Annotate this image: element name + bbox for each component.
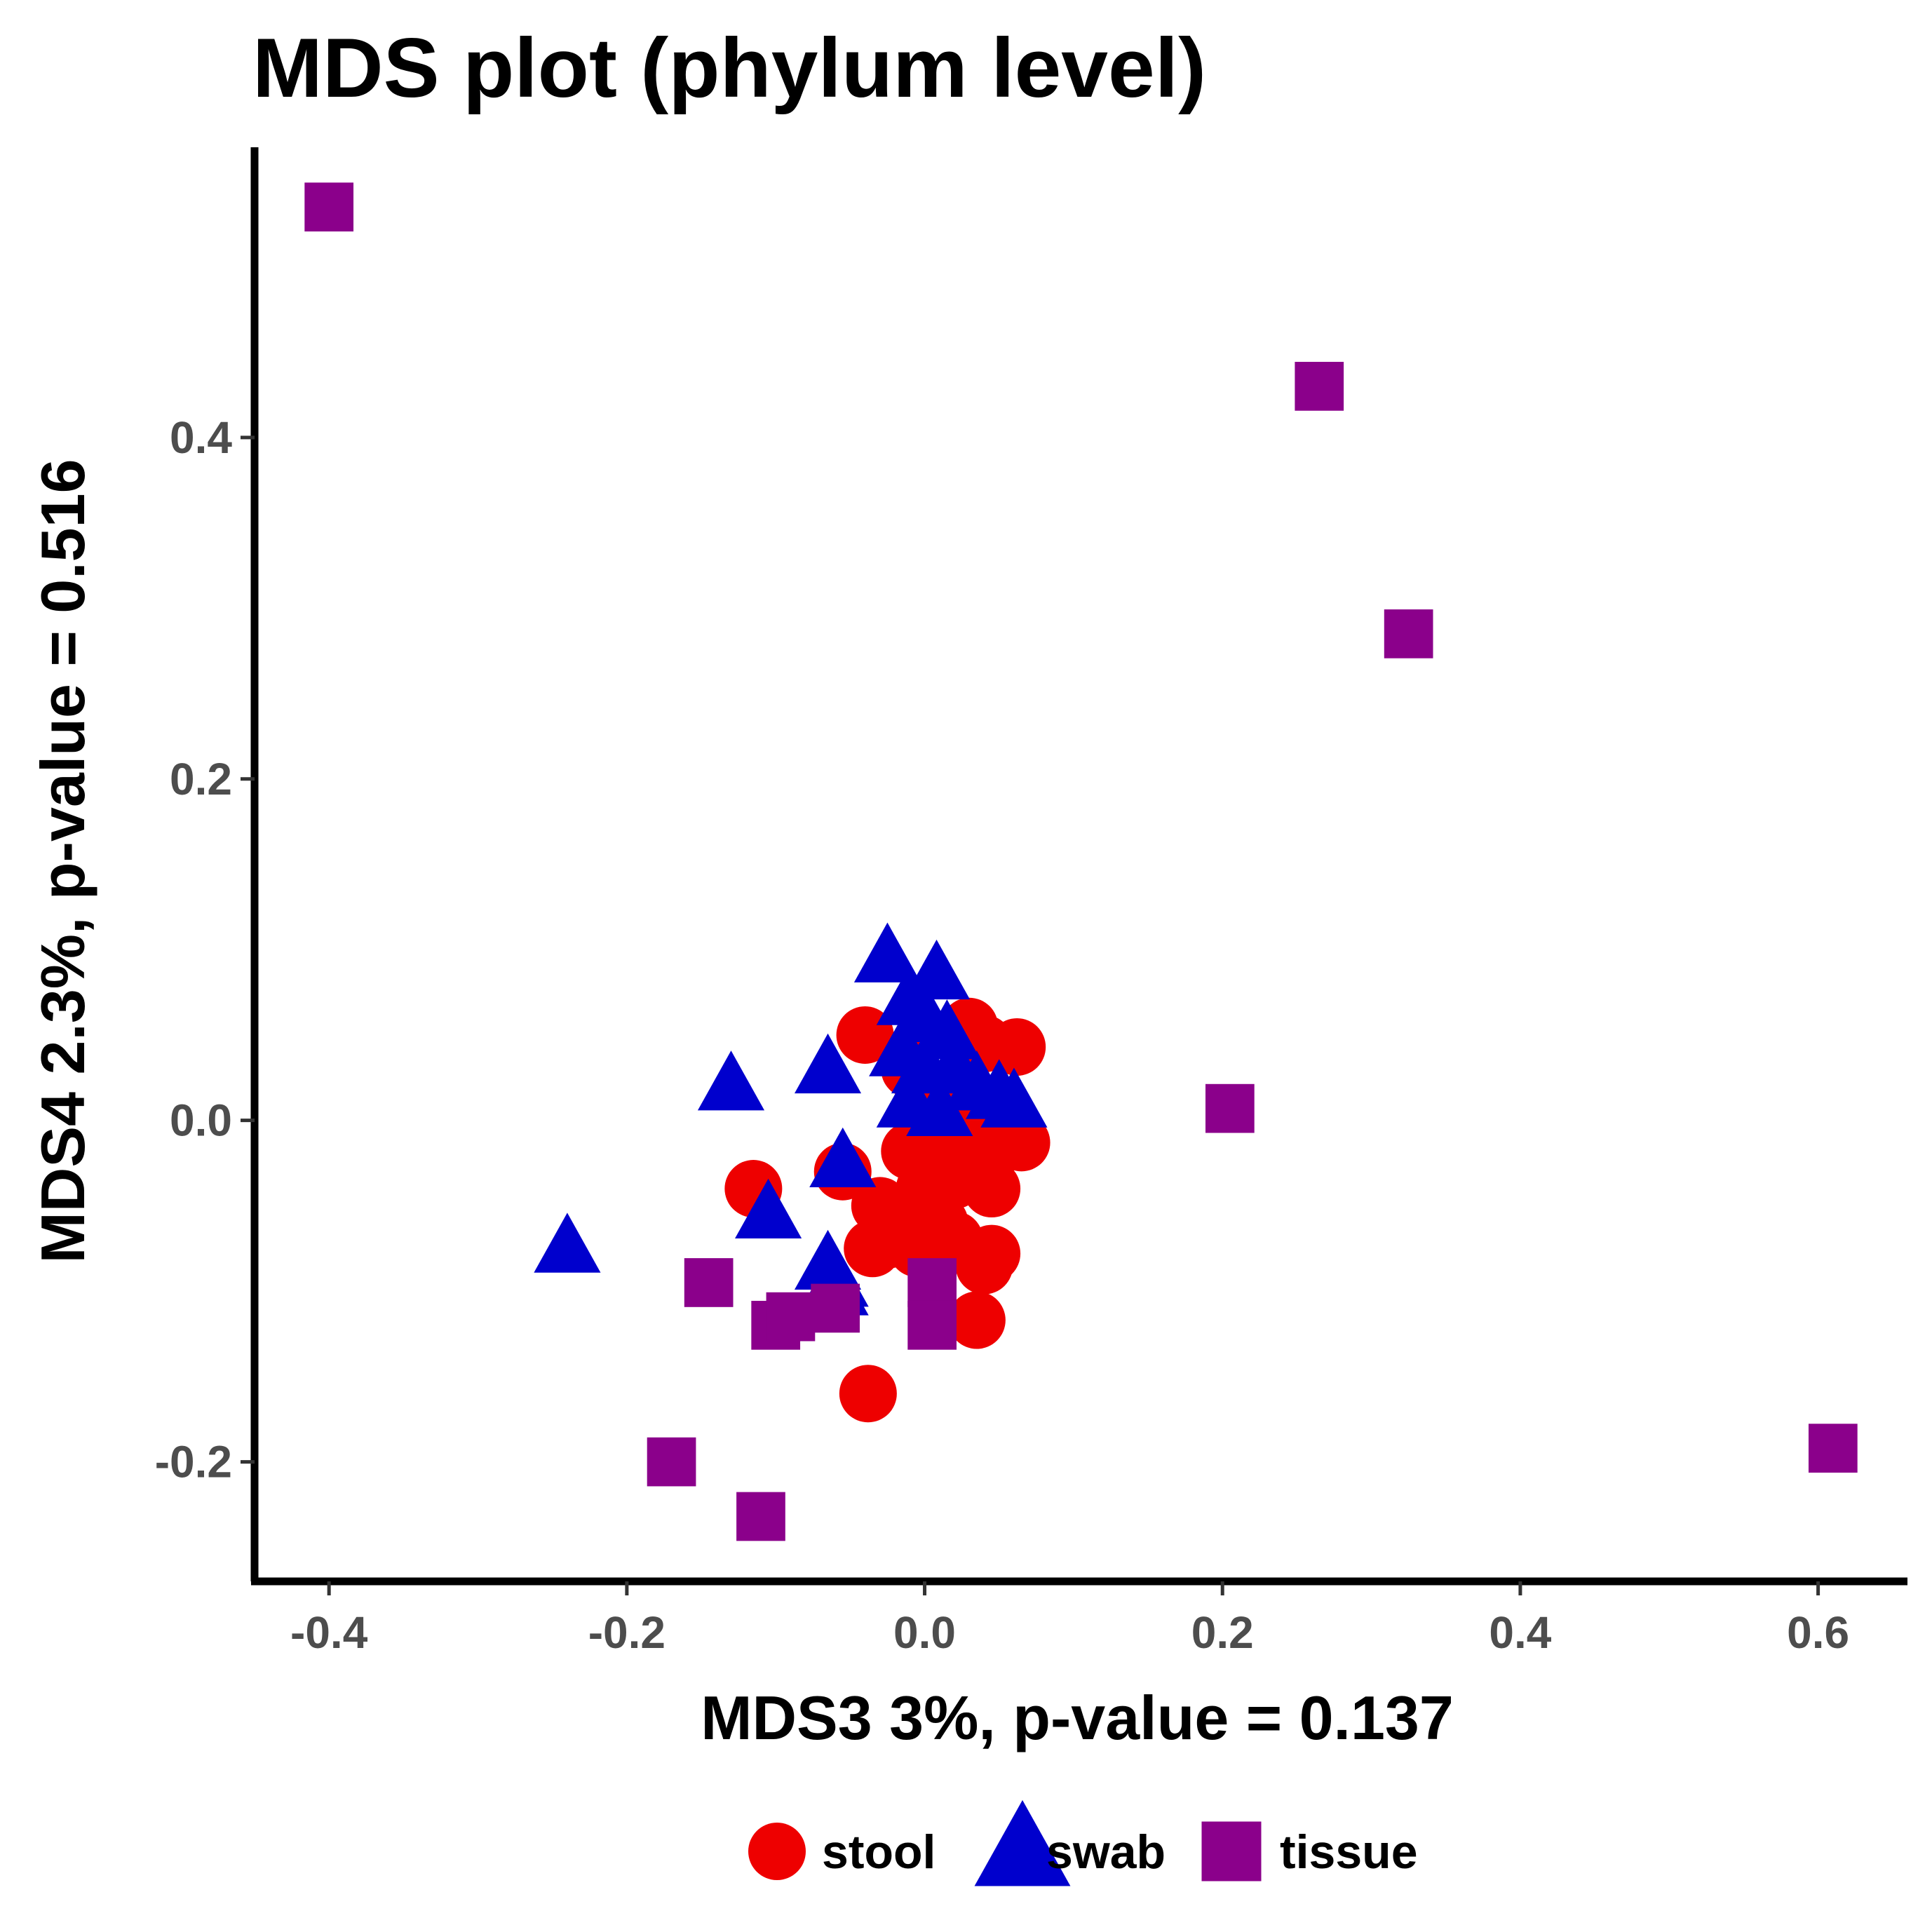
legend-item-tissue: tissue — [1201, 1821, 1418, 1882]
legend-item-stool: stool — [748, 1823, 935, 1880]
x-tick-label: 0.2 — [1191, 1607, 1254, 1658]
y-tick-label: -0.2 — [155, 1437, 232, 1487]
legend-item-swab: swab — [974, 1799, 1166, 1886]
legend: stool swab tissue — [748, 1799, 1418, 1886]
stool-point — [839, 1365, 897, 1423]
tissue-point — [736, 1492, 785, 1541]
axes: -0.4 -0.2 0.0 0.2 0.4 0.6 -0.2 0.0 0.2 0.4 — [155, 147, 1907, 1658]
x-tick-label: 0.6 — [1787, 1607, 1849, 1658]
series-tissue — [304, 182, 1858, 1541]
x-tick-label: -0.4 — [290, 1607, 368, 1658]
plot-area — [304, 182, 1858, 1541]
tissue-point — [1808, 1424, 1858, 1473]
swab-point — [697, 1051, 765, 1111]
tissue-point — [1205, 1083, 1255, 1133]
swab-point — [809, 1127, 877, 1187]
tissue-point — [647, 1437, 696, 1487]
stool-point — [947, 1291, 1006, 1349]
tissue-point — [1384, 609, 1433, 658]
x-axis-title: MDS3 3%, p-value = 0.137 — [701, 1683, 1454, 1752]
swab-point — [794, 1033, 862, 1094]
y-tick-label: 0.0 — [170, 1095, 232, 1146]
swab-point — [980, 1067, 1048, 1128]
legend-label-tissue: tissue — [1280, 1825, 1418, 1879]
tissue-point — [907, 1258, 957, 1307]
stool-point — [963, 1160, 1021, 1218]
legend-label-swab: swab — [1046, 1825, 1166, 1879]
stool-point — [955, 1236, 1013, 1295]
legend-marker-swab — [974, 1799, 1071, 1886]
y-tick-label: 0.4 — [170, 412, 232, 463]
swab-point — [534, 1212, 601, 1273]
legend-marker-stool — [748, 1823, 806, 1880]
y-axis-title: MDS4 2.3%, p-value = 0.516 — [28, 459, 97, 1263]
x-tick-label: 0.0 — [893, 1607, 956, 1658]
x-tick-label: 0.4 — [1489, 1607, 1551, 1658]
legend-marker-tissue — [1201, 1821, 1262, 1882]
x-tick-label: -0.2 — [588, 1607, 666, 1658]
chart-title: MDS plot (phylum level) — [252, 21, 1206, 115]
swab-point — [735, 1178, 802, 1239]
tissue-point — [684, 1258, 734, 1307]
swab-point — [906, 1076, 973, 1136]
swab-point — [853, 922, 921, 982]
stool-point — [844, 1220, 902, 1278]
legend-label-stool: stool — [822, 1825, 935, 1879]
tissue-point — [1295, 361, 1344, 411]
tissue-point — [907, 1300, 957, 1350]
tissue-point — [811, 1283, 860, 1333]
tissue-point — [304, 182, 354, 232]
tissue-point — [766, 1292, 816, 1342]
stool-point — [992, 1114, 1051, 1172]
y-tick-label: 0.2 — [170, 754, 232, 804]
stool-point — [988, 1018, 1046, 1076]
